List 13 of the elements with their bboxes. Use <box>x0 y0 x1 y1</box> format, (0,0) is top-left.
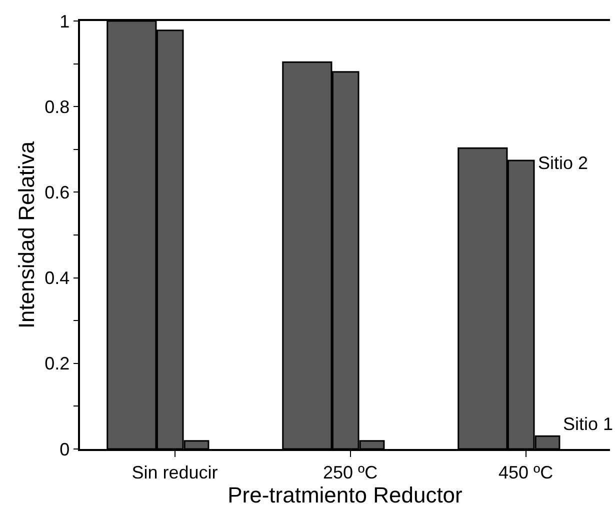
y-tick-label: 0.2 <box>44 354 70 374</box>
y-tick-label: 1 <box>60 11 70 32</box>
series-label: Sitio 1 <box>563 414 614 434</box>
x-axis-title: Pre-tratmiento Reductor <box>228 482 462 508</box>
x-tick-label: Sin reducir <box>132 462 218 482</box>
y-tick-label: 0.8 <box>44 96 70 117</box>
y-tick-label: 0 <box>60 439 70 460</box>
y-tick-label: 0.6 <box>44 182 70 202</box>
x-tick-label: 450 ºC <box>498 462 554 482</box>
y-axis-title: Intensidad Relativa <box>14 140 39 329</box>
x-tick-label: 250 ºC <box>322 462 378 482</box>
y-tick-label: 0.4 <box>44 268 70 288</box>
series-label: Sitio 2 <box>538 153 588 173</box>
